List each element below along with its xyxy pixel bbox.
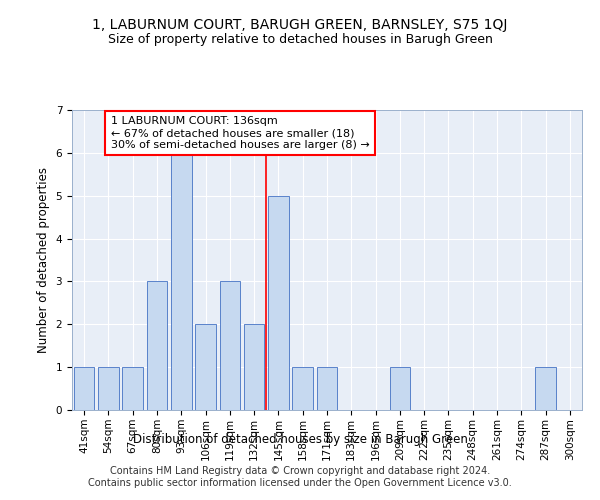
Bar	[389, 367, 410, 410]
Text: 1 LABURNUM COURT: 136sqm
← 67% of detached houses are smaller (18)
30% of semi-d: 1 LABURNUM COURT: 136sqm ← 67% of detach…	[111, 116, 370, 150]
Text: Contains HM Land Registry data © Crown copyright and database right 2024.
Contai: Contains HM Land Registry data © Crown c…	[88, 466, 512, 487]
Text: Size of property relative to detached houses in Barugh Green: Size of property relative to detached ho…	[107, 32, 493, 46]
Bar	[146, 282, 167, 410]
Y-axis label: Number of detached properties: Number of detached properties	[37, 167, 50, 353]
Bar	[98, 367, 119, 410]
Bar	[171, 153, 191, 410]
Bar	[220, 282, 240, 410]
Text: 1, LABURNUM COURT, BARUGH GREEN, BARNSLEY, S75 1QJ: 1, LABURNUM COURT, BARUGH GREEN, BARNSLE…	[92, 18, 508, 32]
Bar	[317, 367, 337, 410]
Bar	[535, 367, 556, 410]
Bar	[292, 367, 313, 410]
Bar	[122, 367, 143, 410]
Bar	[268, 196, 289, 410]
Bar	[195, 324, 216, 410]
Bar	[74, 367, 94, 410]
Text: Distribution of detached houses by size in Barugh Green: Distribution of detached houses by size …	[133, 432, 467, 446]
Bar	[244, 324, 265, 410]
